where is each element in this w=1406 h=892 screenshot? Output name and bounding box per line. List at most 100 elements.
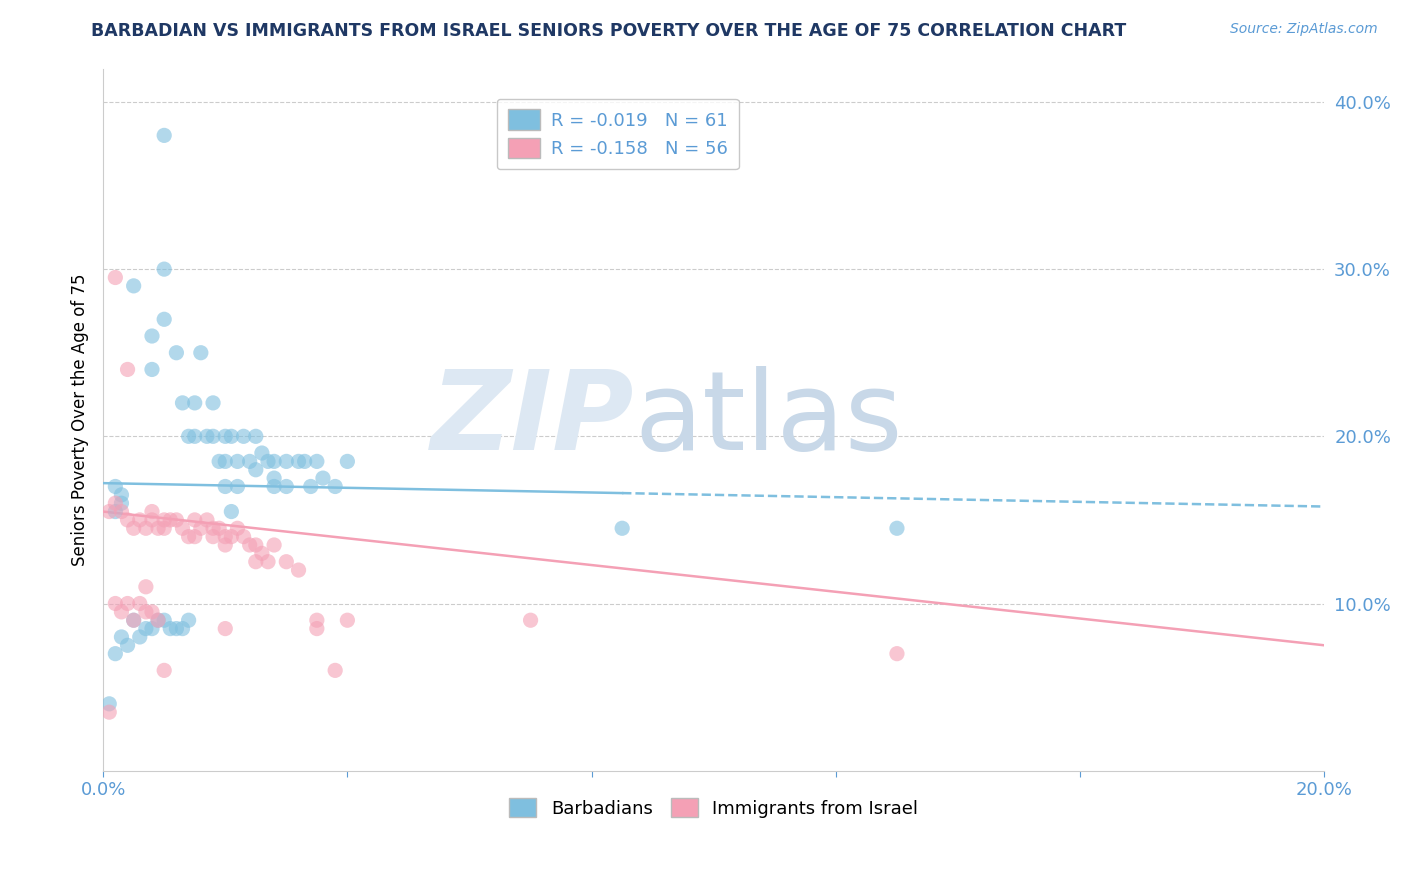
Point bbox=[172, 396, 194, 410]
Point bbox=[214, 454, 236, 468]
Point bbox=[239, 538, 262, 552]
Point bbox=[245, 429, 267, 443]
Point bbox=[226, 479, 249, 493]
Point bbox=[519, 613, 541, 627]
Point bbox=[117, 362, 139, 376]
Point bbox=[98, 697, 121, 711]
Point bbox=[202, 530, 225, 544]
Point bbox=[122, 613, 145, 627]
Point bbox=[886, 521, 908, 535]
Point bbox=[245, 555, 267, 569]
Point bbox=[146, 613, 169, 627]
Point bbox=[195, 429, 218, 443]
Point bbox=[141, 622, 163, 636]
Point bbox=[214, 429, 236, 443]
Point bbox=[183, 429, 205, 443]
Point bbox=[135, 580, 157, 594]
Legend: Barbadians, Immigrants from Israel: Barbadians, Immigrants from Israel bbox=[502, 791, 925, 825]
Point bbox=[110, 496, 132, 510]
Point bbox=[226, 521, 249, 535]
Point bbox=[141, 605, 163, 619]
Point bbox=[202, 396, 225, 410]
Point bbox=[214, 622, 236, 636]
Point bbox=[153, 128, 176, 143]
Point bbox=[165, 622, 187, 636]
Point bbox=[165, 513, 187, 527]
Point bbox=[141, 504, 163, 518]
Point bbox=[135, 521, 157, 535]
Point bbox=[128, 597, 150, 611]
Point bbox=[98, 504, 121, 518]
Point bbox=[195, 513, 218, 527]
Point bbox=[232, 530, 254, 544]
Point bbox=[128, 630, 150, 644]
Point bbox=[263, 454, 285, 468]
Point bbox=[245, 463, 267, 477]
Point bbox=[153, 513, 176, 527]
Point bbox=[146, 521, 169, 535]
Point bbox=[202, 429, 225, 443]
Point bbox=[165, 345, 187, 359]
Point bbox=[208, 454, 231, 468]
Point bbox=[232, 429, 254, 443]
Point bbox=[263, 479, 285, 493]
Point bbox=[177, 530, 200, 544]
Point bbox=[287, 454, 309, 468]
Point bbox=[276, 555, 298, 569]
Point bbox=[104, 270, 127, 285]
Point bbox=[612, 521, 634, 535]
Point bbox=[122, 613, 145, 627]
Point bbox=[110, 630, 132, 644]
Point bbox=[305, 622, 328, 636]
Point bbox=[287, 563, 309, 577]
Point bbox=[263, 538, 285, 552]
Point bbox=[104, 479, 127, 493]
Text: ZIP: ZIP bbox=[430, 366, 634, 473]
Point bbox=[208, 521, 231, 535]
Point bbox=[104, 597, 127, 611]
Text: Source: ZipAtlas.com: Source: ZipAtlas.com bbox=[1230, 22, 1378, 37]
Point bbox=[294, 454, 316, 468]
Point bbox=[177, 429, 200, 443]
Point bbox=[153, 664, 176, 678]
Point bbox=[257, 454, 280, 468]
Point bbox=[305, 613, 328, 627]
Point bbox=[141, 513, 163, 527]
Point bbox=[214, 530, 236, 544]
Point bbox=[153, 613, 176, 627]
Point bbox=[221, 504, 243, 518]
Point bbox=[177, 613, 200, 627]
Y-axis label: Seniors Poverty Over the Age of 75: Seniors Poverty Over the Age of 75 bbox=[72, 273, 89, 566]
Point bbox=[183, 396, 205, 410]
Point bbox=[153, 521, 176, 535]
Point bbox=[323, 479, 346, 493]
Point bbox=[183, 530, 205, 544]
Point bbox=[190, 521, 212, 535]
Text: atlas: atlas bbox=[634, 366, 903, 473]
Point bbox=[245, 538, 267, 552]
Point bbox=[159, 622, 181, 636]
Point bbox=[221, 530, 243, 544]
Point bbox=[183, 513, 205, 527]
Text: BARBADIAN VS IMMIGRANTS FROM ISRAEL SENIORS POVERTY OVER THE AGE OF 75 CORRELATI: BARBADIAN VS IMMIGRANTS FROM ISRAEL SENI… bbox=[91, 22, 1126, 40]
Point bbox=[122, 521, 145, 535]
Point bbox=[141, 362, 163, 376]
Point bbox=[104, 647, 127, 661]
Point bbox=[117, 597, 139, 611]
Point bbox=[117, 513, 139, 527]
Point bbox=[221, 429, 243, 443]
Point bbox=[226, 454, 249, 468]
Point bbox=[239, 454, 262, 468]
Point bbox=[98, 705, 121, 719]
Point bbox=[159, 513, 181, 527]
Point bbox=[336, 613, 359, 627]
Point bbox=[276, 479, 298, 493]
Point bbox=[153, 312, 176, 326]
Point bbox=[305, 454, 328, 468]
Point bbox=[122, 278, 145, 293]
Point bbox=[323, 664, 346, 678]
Point bbox=[104, 496, 127, 510]
Point bbox=[172, 622, 194, 636]
Point bbox=[263, 471, 285, 485]
Point bbox=[190, 345, 212, 359]
